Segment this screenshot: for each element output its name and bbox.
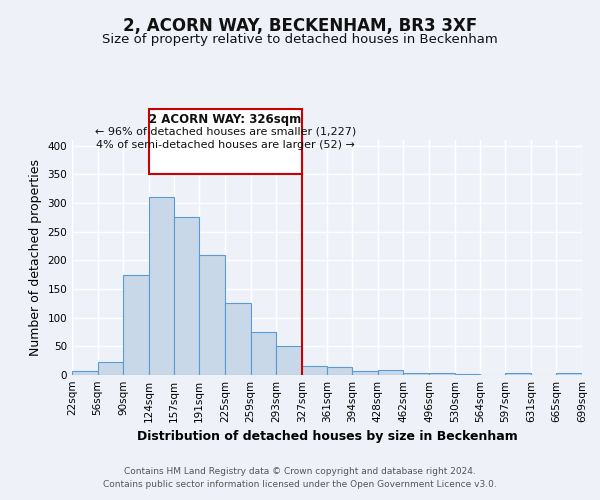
Bar xyxy=(123,276,149,375)
Bar xyxy=(429,374,455,375)
Bar xyxy=(173,217,199,375)
Bar xyxy=(225,303,251,375)
Bar xyxy=(556,374,582,375)
Text: 4% of semi-detached houses are larger (52) →: 4% of semi-detached houses are larger (5… xyxy=(96,140,355,149)
Bar xyxy=(149,110,302,174)
Bar xyxy=(149,198,173,375)
Bar xyxy=(378,370,403,375)
Bar xyxy=(98,362,123,375)
Text: 2 ACORN WAY: 326sqm: 2 ACORN WAY: 326sqm xyxy=(149,113,301,126)
Bar xyxy=(455,374,481,375)
Bar xyxy=(276,346,302,375)
Bar xyxy=(352,371,378,375)
Text: ← 96% of detached houses are smaller (1,227): ← 96% of detached houses are smaller (1,… xyxy=(95,126,356,136)
Bar xyxy=(72,371,98,375)
Text: Contains public sector information licensed under the Open Government Licence v3: Contains public sector information licen… xyxy=(103,480,497,489)
X-axis label: Distribution of detached houses by size in Beckenham: Distribution of detached houses by size … xyxy=(137,430,517,444)
Bar xyxy=(199,254,225,375)
Bar xyxy=(403,374,429,375)
Text: 2, ACORN WAY, BECKENHAM, BR3 3XF: 2, ACORN WAY, BECKENHAM, BR3 3XF xyxy=(123,18,477,36)
Bar xyxy=(328,367,352,375)
Bar xyxy=(505,372,531,375)
Text: Size of property relative to detached houses in Beckenham: Size of property relative to detached ho… xyxy=(102,32,498,46)
Text: Contains HM Land Registry data © Crown copyright and database right 2024.: Contains HM Land Registry data © Crown c… xyxy=(124,467,476,476)
Bar xyxy=(302,366,328,375)
Y-axis label: Number of detached properties: Number of detached properties xyxy=(29,159,42,356)
Bar xyxy=(251,332,276,375)
